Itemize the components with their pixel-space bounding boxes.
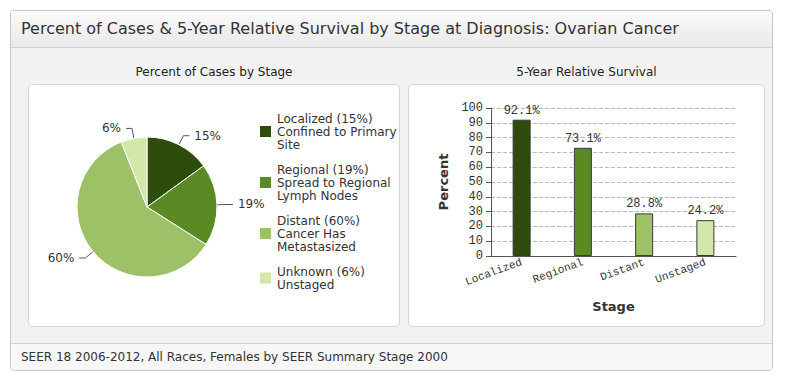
svg-text:50: 50 [469,175,483,189]
svg-text:80: 80 [469,131,483,145]
svg-text:Confined to Primary: Confined to Primary [277,125,399,139]
svg-text:6%: 6% [102,121,121,135]
svg-text:Distant: Distant [599,256,647,283]
svg-text:90: 90 [469,116,483,130]
svg-text:Percent: Percent [436,154,451,211]
svg-text:30: 30 [469,205,483,219]
html-text:SEER 18 2006-2012, All Races,: SEER 18 2006-2012, All Races, Females by… [21,350,448,364]
svg-text:Spread to Regional: Spread to Regional [277,176,395,190]
svg-text:Site: Site [277,138,300,152]
svg-text:0: 0 [476,249,483,263]
svg-text:Unstaged: Unstaged [654,256,708,285]
svg-text:Distant (60%): Distant (60%) [277,214,360,228]
svg-text:15%: 15% [194,129,221,143]
svg-text:Unstaged: Unstaged [277,278,334,292]
svg-text:19%: 19% [238,197,265,211]
svg-text:Regional: Regional [531,256,585,285]
svg-text:Localized: Localized [464,256,524,288]
svg-text:Stage: Stage [592,299,635,314]
html-text:5-Year Relative Survival: 5-Year Relative Survival [516,65,657,79]
svg-text:60: 60 [469,160,483,174]
svg-text:60%: 60% [48,251,75,265]
svg-text:20: 20 [469,219,483,233]
svg-text:40: 40 [469,190,483,204]
svg-text:Unknown (6%): Unknown (6%) [277,265,365,279]
svg-text:70: 70 [469,145,483,159]
svg-text:92.1%: 92.1% [504,104,541,118]
svg-text:Lymph Nodes: Lymph Nodes [277,189,358,203]
svg-text:Metastasized: Metastasized [277,240,356,254]
svg-text:10: 10 [469,234,483,248]
svg-text:73.1%: 73.1% [565,132,602,146]
svg-text:Regional (19%): Regional (19%) [277,163,369,177]
svg-text:Localized (15%): Localized (15%) [277,112,373,126]
html-text:Percent of Cases & 5-Year Rela: Percent of Cases & 5-Year Relative Survi… [21,19,679,38]
svg-text:28.8%: 28.8% [626,197,663,211]
svg-text:Cancer Has: Cancer Has [277,227,350,241]
svg-text:24.2%: 24.2% [687,204,724,218]
svg-text:100: 100 [461,101,483,115]
html-text:Percent of Cases by Stage: Percent of Cases by Stage [135,65,293,79]
